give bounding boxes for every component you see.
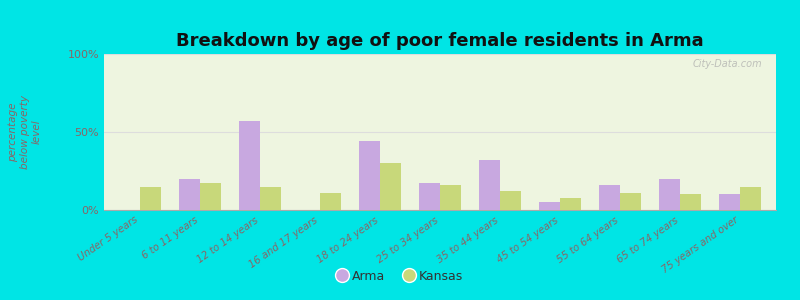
Bar	[500, 191, 521, 210]
Bar	[140, 187, 161, 210]
Bar	[680, 194, 701, 210]
Bar	[719, 194, 740, 210]
Bar	[740, 187, 761, 210]
Bar	[659, 179, 680, 210]
Text: City-Data.com: City-Data.com	[693, 59, 762, 69]
Bar	[620, 193, 641, 210]
Bar	[320, 193, 341, 210]
Bar	[200, 184, 221, 210]
Bar	[440, 185, 461, 210]
Bar	[179, 179, 200, 210]
Bar	[419, 184, 440, 210]
Bar	[479, 160, 500, 210]
Bar	[380, 163, 401, 210]
Bar	[239, 121, 260, 210]
Text: percentage
below poverty
level: percentage below poverty level	[8, 95, 42, 169]
Bar	[260, 187, 281, 210]
Bar	[560, 197, 581, 210]
Legend: Arma, Kansas: Arma, Kansas	[332, 265, 468, 288]
Bar	[599, 185, 620, 210]
Bar	[359, 141, 380, 210]
Title: Breakdown by age of poor female residents in Arma: Breakdown by age of poor female resident…	[176, 32, 704, 50]
Bar	[539, 202, 560, 210]
